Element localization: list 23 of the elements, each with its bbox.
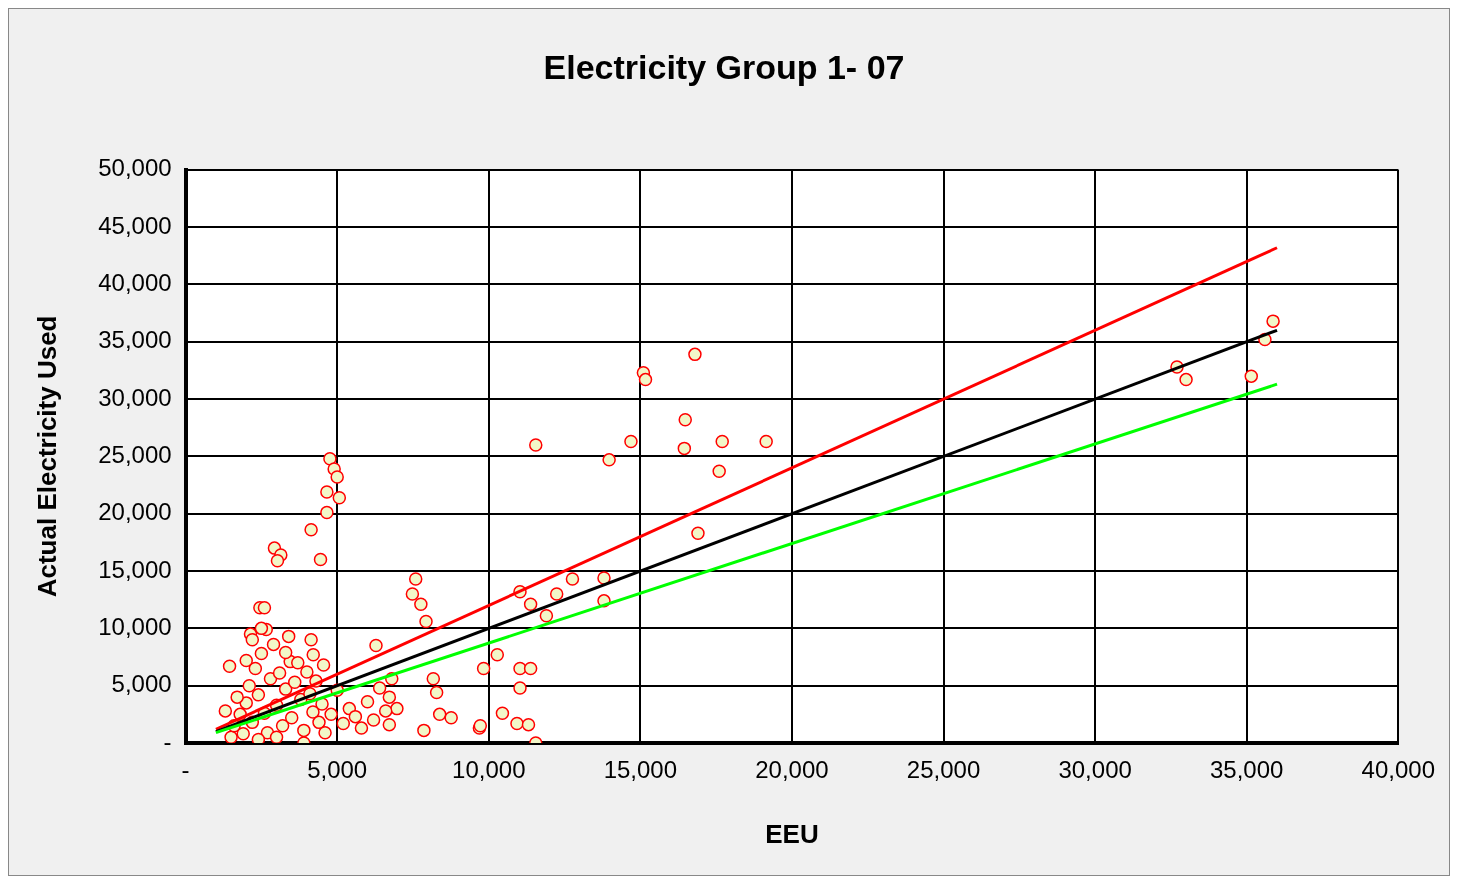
x-tick-label: 35,000	[1210, 756, 1284, 784]
y-axis-title: Actual Electricity Used	[31, 315, 62, 598]
x-tick-label: 10,000	[452, 756, 526, 784]
y-tick-label: 15,000	[98, 555, 172, 583]
y-tick-label: 25,000	[98, 441, 172, 469]
x-axis-title: EEU	[765, 818, 819, 849]
y-tick-label: 35,000	[98, 326, 172, 354]
x-tick-label: 5,000	[307, 756, 368, 784]
y-tick-label: 30,000	[98, 383, 172, 411]
x-tick-label: 40,000	[1361, 756, 1435, 784]
y-tick-label: 10,000	[98, 612, 172, 640]
y-tick-label: -	[163, 727, 172, 755]
y-tick-label: 50,000	[98, 154, 172, 182]
x-tick-label: -	[181, 756, 190, 784]
y-tick-label: 5,000	[111, 670, 172, 698]
chart-title: Electricity Group 1- 07	[543, 47, 905, 86]
x-tick-label: 15,000	[603, 756, 678, 784]
x-tick-label: 20,000	[755, 756, 829, 784]
x-tick-label: 30,000	[1058, 756, 1132, 784]
x-tick-label: 25,000	[906, 756, 981, 784]
y-tick-label: 40,000	[98, 269, 172, 297]
y-tick-label: 45,000	[98, 211, 172, 239]
y-tick-label: 20,000	[98, 498, 172, 526]
